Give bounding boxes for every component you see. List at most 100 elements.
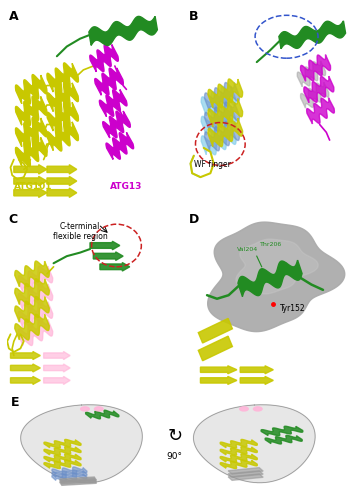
Polygon shape — [15, 96, 47, 126]
Text: A: A — [9, 10, 18, 24]
Polygon shape — [60, 477, 96, 482]
Polygon shape — [220, 440, 257, 448]
Polygon shape — [261, 426, 303, 436]
Polygon shape — [201, 86, 236, 116]
FancyArrow shape — [14, 164, 47, 174]
Polygon shape — [106, 132, 134, 160]
FancyArrow shape — [10, 376, 40, 384]
Polygon shape — [52, 467, 87, 475]
FancyArrow shape — [47, 188, 77, 198]
FancyArrow shape — [100, 262, 130, 271]
Polygon shape — [47, 122, 78, 151]
Polygon shape — [18, 302, 53, 328]
Polygon shape — [60, 478, 96, 484]
Text: D: D — [189, 212, 199, 226]
Polygon shape — [89, 16, 157, 46]
Polygon shape — [198, 336, 233, 360]
Polygon shape — [44, 440, 81, 448]
Polygon shape — [95, 68, 123, 95]
Polygon shape — [15, 314, 49, 340]
Text: E: E — [11, 396, 19, 408]
Polygon shape — [304, 76, 334, 102]
Text: C-terminal
flexible region: C-terminal flexible region — [53, 222, 107, 241]
Polygon shape — [220, 454, 257, 462]
Polygon shape — [204, 122, 239, 151]
Polygon shape — [52, 473, 87, 481]
FancyArrow shape — [44, 364, 70, 372]
Polygon shape — [297, 61, 325, 86]
Polygon shape — [44, 446, 81, 455]
Polygon shape — [15, 137, 47, 166]
Polygon shape — [99, 90, 127, 117]
Polygon shape — [228, 474, 263, 480]
Polygon shape — [208, 79, 243, 108]
Polygon shape — [60, 480, 96, 486]
Text: C: C — [9, 212, 18, 226]
FancyArrow shape — [44, 352, 70, 360]
Polygon shape — [201, 126, 236, 155]
Text: ATG13: ATG13 — [110, 182, 142, 191]
FancyArrow shape — [240, 376, 273, 384]
Polygon shape — [193, 405, 315, 482]
Text: WF finger: WF finger — [194, 160, 231, 170]
FancyArrow shape — [47, 164, 77, 174]
Polygon shape — [86, 410, 119, 419]
Polygon shape — [198, 318, 233, 343]
FancyArrow shape — [44, 376, 70, 384]
Text: Thr206: Thr206 — [260, 242, 282, 246]
Ellipse shape — [253, 407, 262, 411]
Polygon shape — [15, 118, 47, 147]
Polygon shape — [279, 21, 346, 48]
Text: ATG101: ATG101 — [14, 182, 52, 191]
Ellipse shape — [94, 407, 103, 411]
Text: 90°: 90° — [167, 452, 183, 460]
Polygon shape — [44, 454, 81, 462]
FancyArrow shape — [240, 366, 273, 374]
FancyArrow shape — [93, 252, 123, 260]
Polygon shape — [15, 279, 49, 304]
FancyArrow shape — [10, 364, 40, 372]
Ellipse shape — [240, 407, 248, 411]
Polygon shape — [220, 460, 257, 468]
Polygon shape — [208, 98, 243, 127]
Polygon shape — [18, 284, 53, 310]
Polygon shape — [90, 44, 118, 72]
FancyArrow shape — [201, 366, 237, 374]
Polygon shape — [47, 102, 78, 132]
Polygon shape — [238, 260, 302, 296]
Text: Val204: Val204 — [237, 247, 258, 252]
Polygon shape — [301, 82, 329, 108]
Ellipse shape — [81, 407, 89, 411]
Polygon shape — [18, 266, 53, 292]
Polygon shape — [265, 436, 302, 444]
Polygon shape — [228, 470, 263, 478]
Text: B: B — [189, 10, 198, 24]
Polygon shape — [204, 102, 239, 132]
Polygon shape — [15, 261, 49, 287]
Polygon shape — [44, 460, 81, 468]
Polygon shape — [204, 82, 239, 112]
Polygon shape — [47, 82, 78, 112]
FancyArrow shape — [90, 241, 120, 250]
FancyArrow shape — [14, 188, 47, 198]
Polygon shape — [21, 405, 142, 482]
Polygon shape — [228, 468, 263, 474]
Text: ↻: ↻ — [167, 426, 183, 444]
Polygon shape — [15, 296, 49, 322]
Polygon shape — [15, 74, 47, 104]
Polygon shape — [47, 63, 78, 92]
Polygon shape — [208, 118, 243, 146]
Polygon shape — [18, 320, 53, 345]
Polygon shape — [307, 98, 334, 124]
Polygon shape — [236, 239, 318, 294]
Text: Tyr152: Tyr152 — [280, 304, 306, 313]
Polygon shape — [220, 446, 257, 455]
FancyArrow shape — [10, 352, 40, 360]
FancyArrow shape — [47, 176, 77, 186]
Polygon shape — [52, 470, 87, 478]
Polygon shape — [208, 222, 345, 332]
FancyArrow shape — [14, 176, 47, 186]
FancyArrow shape — [201, 376, 237, 384]
Polygon shape — [201, 106, 236, 136]
Polygon shape — [103, 111, 130, 138]
